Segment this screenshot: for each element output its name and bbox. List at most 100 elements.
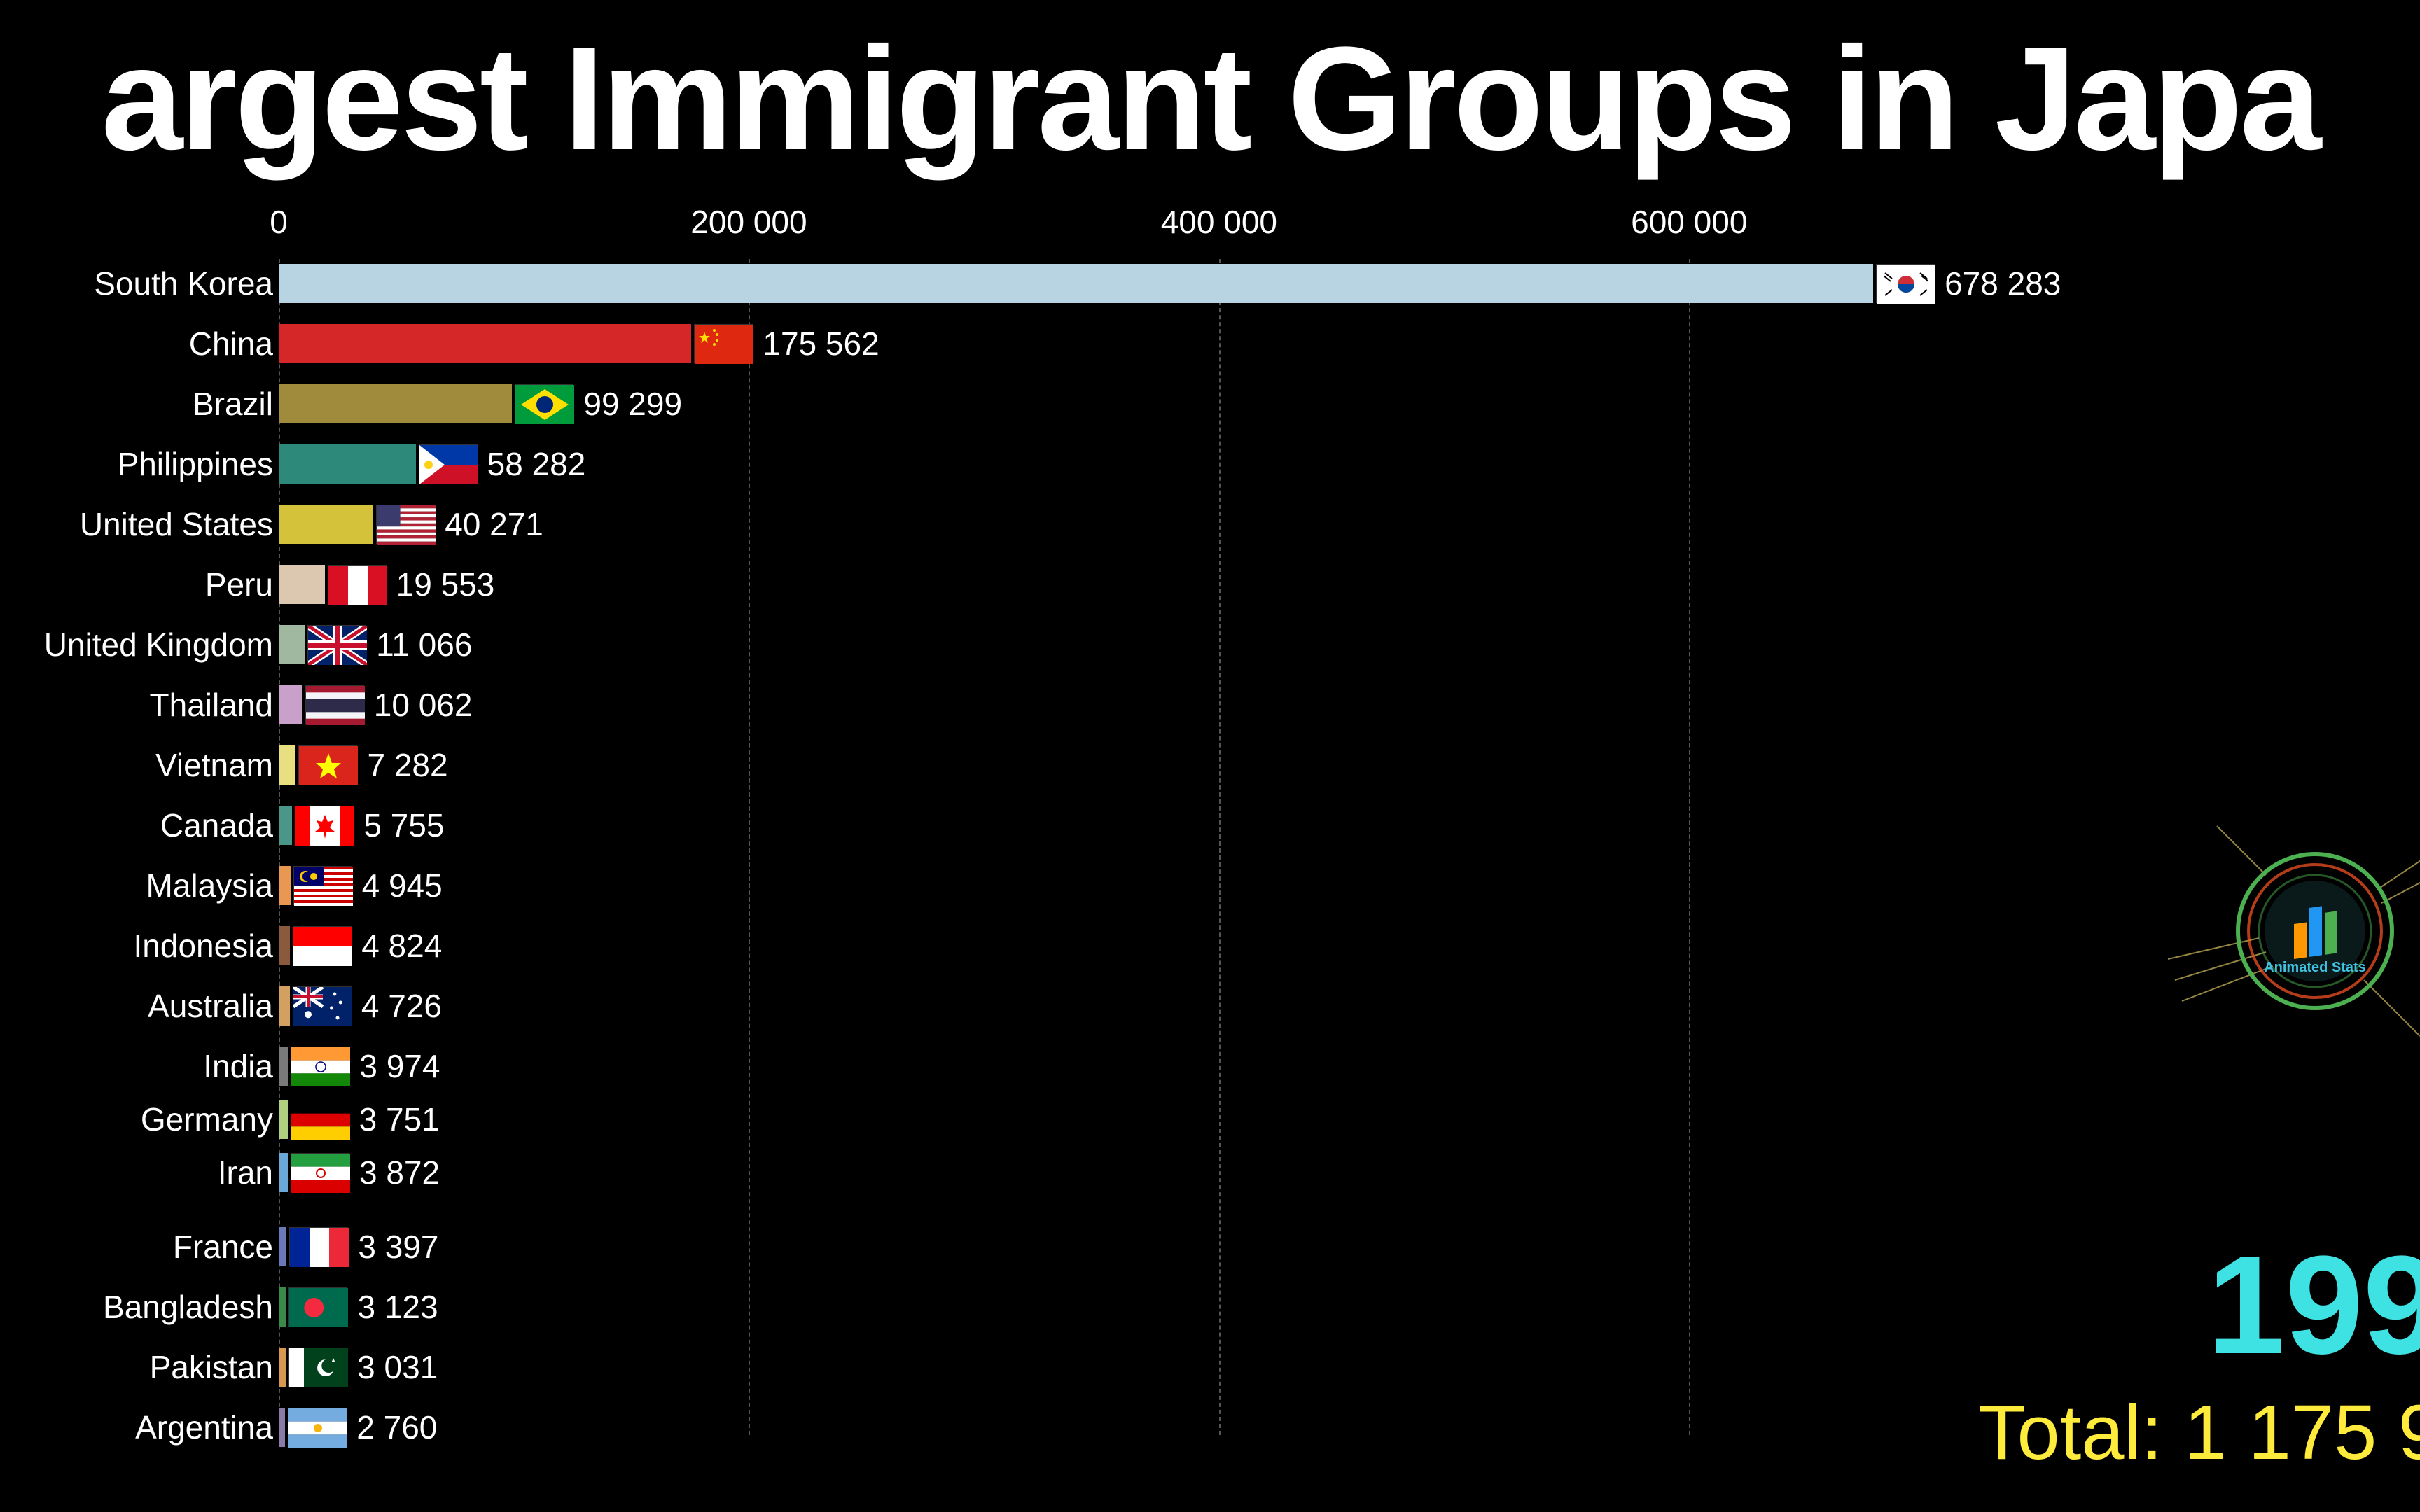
bar — [279, 1227, 286, 1266]
bar — [279, 1153, 288, 1192]
country-label: Peru — [205, 566, 273, 603]
bar-row: Pakistan3 031 — [0, 1343, 2420, 1392]
bar-value: 3 031 — [357, 1348, 438, 1386]
bar — [279, 986, 290, 1026]
flag-icon — [291, 1100, 349, 1139]
country-label: Bangladesh — [103, 1288, 273, 1326]
bar-value: 3 974 — [359, 1047, 440, 1085]
x-axis: 0 200 000 400 000 600 000 — [0, 203, 2420, 259]
flag-icon — [305, 685, 364, 724]
flag-icon — [328, 565, 387, 604]
bar — [279, 1100, 288, 1139]
bar-value: 7 282 — [367, 746, 447, 784]
flag-icon — [291, 1046, 349, 1086]
bar-row: United States 40 271 — [0, 500, 2420, 549]
country-label: Iran — [218, 1154, 273, 1191]
bar-row: Vietnam 7 282 — [0, 741, 2420, 790]
country-label: South Korea — [94, 265, 273, 302]
bar-value: 40 271 — [445, 505, 543, 543]
axis-tick-label: 400 000 — [1161, 203, 1277, 241]
bar — [279, 384, 512, 424]
bar-row: Canada 5 755 — [0, 801, 2420, 850]
bar — [279, 505, 373, 544]
country-label: Indonesia — [134, 927, 274, 965]
bar-row: Bangladesh 3 123 — [0, 1282, 2420, 1331]
country-label: India — [203, 1047, 273, 1085]
bar-value: 3 872 — [359, 1154, 440, 1191]
flag-icon — [298, 746, 357, 785]
bar — [279, 1408, 285, 1447]
flag-icon — [694, 324, 753, 363]
bar-value: 175 562 — [763, 325, 879, 363]
bar — [279, 565, 325, 604]
flag-icon — [293, 986, 352, 1026]
svg-text:Animated Stats: Animated Stats — [2264, 960, 2366, 975]
bar — [279, 625, 305, 664]
country-label: Vietnam — [155, 746, 273, 784]
country-label: Canada — [160, 806, 273, 844]
flag-icon — [289, 1227, 348, 1266]
bar — [279, 746, 295, 785]
bar-value: 3 123 — [357, 1288, 438, 1326]
bar-value: 19 553 — [396, 566, 495, 603]
bar — [279, 806, 292, 845]
chart-area: 0 200 000 400 000 600 000 South Korea 678 28… — [0, 203, 2420, 1435]
bar-value: 2 760 — [356, 1408, 437, 1446]
bar-value: 678 283 — [1945, 265, 2061, 302]
bar-row: Brazil 99 299 — [0, 379, 2420, 428]
flag-icon — [288, 1287, 347, 1326]
axis-tick-label: 600 000 — [1631, 203, 1747, 241]
channel-logo: Animated Stats — [2168, 784, 2420, 1078]
bar-row: India 3 974 — [0, 1042, 2420, 1091]
bar-row: Philippines 58 282 — [0, 440, 2420, 489]
country-label: Malaysia — [146, 867, 273, 904]
bar-value: 11 066 — [376, 626, 472, 664]
flag-icon — [293, 926, 352, 965]
bar-row: Thailand 10 062 — [0, 680, 2420, 729]
bar-value: 5 755 — [363, 806, 444, 844]
bar-row: Malaysia 4 945 — [0, 861, 2420, 910]
country-label: United States — [80, 505, 273, 543]
country-label: Australia — [148, 987, 273, 1025]
bar — [279, 1046, 288, 1086]
bar — [279, 685, 302, 724]
flag-icon — [515, 384, 573, 424]
bar-row: Germany 3 751 — [0, 1095, 2420, 1144]
flag-icon — [288, 1348, 347, 1387]
bar-row: United Kingdom11 066 — [0, 620, 2420, 669]
flag-icon — [419, 444, 478, 484]
axis-tick-label: 0 — [270, 203, 288, 241]
bar-value: 3 751 — [359, 1100, 440, 1138]
country-label: France — [173, 1228, 273, 1266]
bar-value: 4 726 — [361, 987, 442, 1025]
bar-row: Indonesia4 824 — [0, 921, 2420, 970]
bar-value: 99 299 — [583, 385, 682, 423]
country-label: China — [189, 325, 273, 363]
country-label: Philippines — [118, 445, 273, 483]
country-label: Argentina — [135, 1408, 273, 1446]
flag-icon — [295, 806, 354, 845]
bar — [279, 926, 290, 965]
bar-value: 4 945 — [362, 867, 443, 904]
bar-value: 58 282 — [487, 445, 586, 483]
bar-row: Australia 4 726 — [0, 981, 2420, 1030]
country-label: Thailand — [150, 686, 273, 724]
bar-value: 10 062 — [374, 686, 473, 724]
flag-icon — [288, 1408, 347, 1447]
bar — [279, 264, 1873, 303]
country-label: Brazil — [193, 385, 273, 423]
chart-title: argest Immigrant Groups in Japa — [0, 14, 2420, 183]
total-display: Total: 1 175 9 — [1979, 1388, 2420, 1477]
bar-row: Iran 3 872 — [0, 1148, 2420, 1197]
bar-row: South Korea 678 283 — [0, 259, 2420, 308]
bar-row: Peru 19 553 — [0, 560, 2420, 609]
bar — [279, 1287, 286, 1326]
flag-icon — [293, 866, 352, 905]
bar — [279, 866, 291, 905]
bar — [279, 444, 416, 484]
country-label: Germany — [141, 1100, 273, 1138]
axis-tick-label: 200 000 — [690, 203, 807, 241]
flag-icon — [376, 505, 435, 544]
flag-icon — [307, 625, 366, 664]
bar — [279, 1348, 286, 1387]
